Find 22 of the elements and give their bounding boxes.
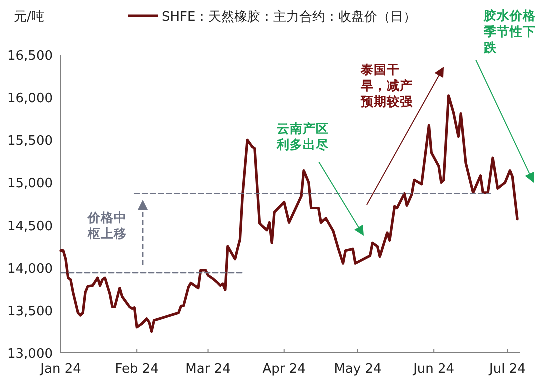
annotation: 云南产区利多出尽 [276,121,330,152]
x-tick-label: Apr 24 [262,362,306,377]
x-tick-label: Jul 24 [488,362,526,377]
x-tick-label: Jan 24 [40,362,82,377]
y-tick-label: 13,500 [8,304,53,320]
y-tick-label: 13,000 [8,347,53,362]
x-tick-label: Mar 24 [186,362,231,377]
legend-label: SHFE：天然橡胶：主力合约：收盘价（日） [162,9,417,25]
y-tick-label: 16,500 [8,49,53,64]
y-tick-label: 15,000 [8,176,53,192]
x-tick-label: Feb 24 [115,362,159,377]
annotation: 泰国干旱，减产预期较强 [360,62,414,109]
y-tick-label: 16,000 [8,92,53,107]
y-tick-label: 14,000 [8,262,53,277]
y-axis-title: 元/吨 [14,10,44,25]
x-tick-label: Jun 24 [412,362,455,377]
annotation: 胶水价格季节性下跌 [483,8,537,55]
x-tick-label: May 24 [334,362,382,377]
y-tick-label: 15,500 [8,134,53,150]
y-tick-label: 14,500 [8,219,53,234]
line-series [60,94,519,334]
annotation: 价格中枢上移 [87,210,127,241]
